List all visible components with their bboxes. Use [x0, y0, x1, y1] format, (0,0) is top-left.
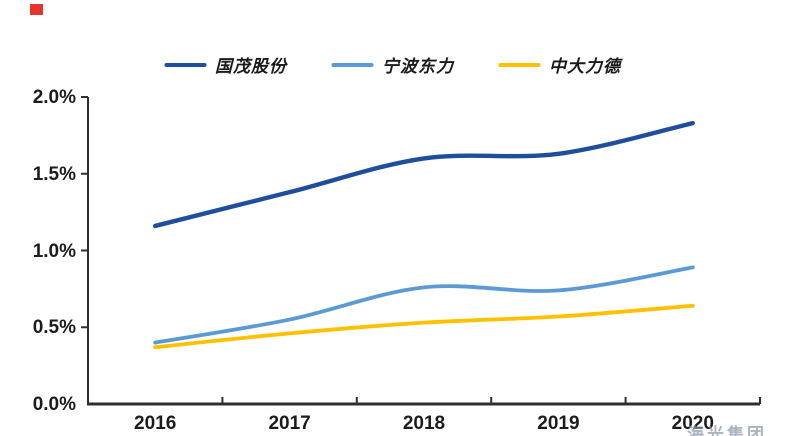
series-line-2[interactable]	[153, 265, 695, 345]
series-line-1[interactable]	[153, 120, 695, 229]
series-line-3[interactable]	[153, 303, 695, 350]
legend-item-ningbo-dongli[interactable]: 宁波东力	[331, 52, 454, 77]
x-axis-tick-label: 2020	[671, 413, 714, 434]
chart-legend: 国茂股份 宁波东力 中大力德	[164, 52, 621, 77]
x-axis-tick-label: 2018	[402, 413, 446, 434]
red-corner-mark	[30, 4, 43, 15]
legend-label: 国茂股份	[215, 57, 287, 77]
legend-line-swatch-light-blue	[331, 62, 373, 67]
y-axis-tick-label: 1.0%	[32, 240, 76, 262]
legend-line-swatch-gold	[498, 62, 540, 67]
y-axis-tick-label: 0.5%	[32, 317, 76, 339]
x-axis-tick-label: 2019	[537, 413, 580, 434]
y-axis-tick-label: 1.5%	[32, 163, 76, 185]
x-axis-tick-label: 2017	[268, 413, 311, 434]
legend-line-swatch-dark-blue	[164, 62, 206, 67]
legend-item-guomao[interactable]: 国茂股份	[164, 52, 287, 77]
y-axis-tick-label: 0.0%	[32, 394, 76, 415]
watermark-text: 海光集团	[687, 425, 767, 436]
legend-label: 中大力德	[549, 57, 621, 77]
x-axis-tick-label: 2016	[134, 413, 177, 434]
y-axis-tick-label: 2.0%	[32, 87, 76, 108]
legend-item-zhongda-lide[interactable]: 中大力德	[498, 52, 621, 77]
legend-label: 宁波东力	[382, 57, 454, 77]
